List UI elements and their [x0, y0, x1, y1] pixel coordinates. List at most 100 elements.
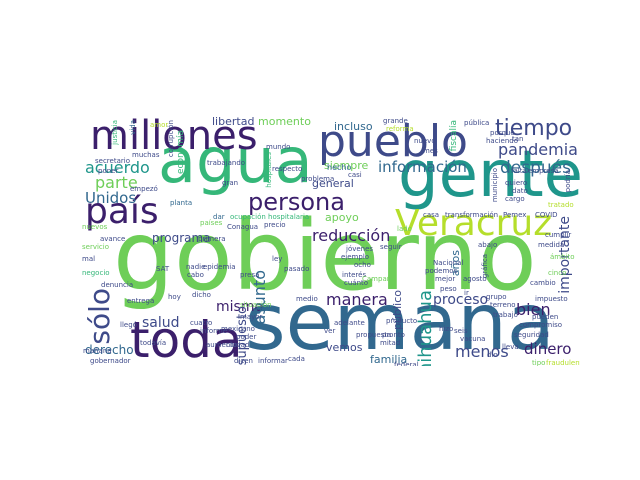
cloud-word: familia	[370, 353, 408, 366]
cloud-word: dinero	[524, 340, 572, 358]
cloud-word: toda	[130, 311, 243, 366]
cloud-word: Nacional	[433, 259, 464, 267]
cloud-word: cargo	[505, 195, 525, 203]
cloud-word: medio	[296, 295, 318, 303]
cloud-word: información	[378, 158, 467, 176]
cloud-word: general	[312, 177, 354, 190]
cloud-word: empresa	[528, 167, 559, 175]
cloud-word: presa	[240, 271, 260, 279]
cloud-word: proceso	[433, 292, 489, 308]
cloud-word: producto	[386, 317, 418, 325]
cloud-word: ciudad	[226, 341, 250, 349]
cloud-word: ámbito	[550, 253, 575, 261]
cloud-word: terreno	[490, 301, 516, 309]
cloud-word: tan	[512, 135, 524, 143]
cloud-word: mitad	[380, 339, 401, 347]
cloud-word: acuerdo	[85, 158, 150, 177]
cloud-word: menos	[455, 342, 509, 361]
cloud-word: todavía	[140, 339, 167, 347]
cloud-word: Conagua	[227, 223, 259, 231]
cloud-word: fraudulento	[546, 359, 580, 367]
cloud-word: amor	[150, 121, 169, 129]
cloud-word: abajo	[478, 241, 498, 249]
cloud-word: Veracruz	[395, 203, 553, 244]
cloud-word: gobernador	[90, 357, 131, 365]
cloud-word: cabo	[187, 271, 204, 279]
cloud-word: dio	[487, 351, 498, 359]
cloud-word: pandemia	[498, 140, 578, 159]
cloud-word: interés	[342, 271, 367, 279]
cloud-word: cambio	[530, 279, 556, 287]
cloud-word: grande	[383, 117, 408, 125]
cloud-word: mal	[82, 255, 96, 263]
cloud-word: ver	[324, 327, 336, 335]
cloud-word: dicen	[234, 357, 253, 365]
cloud-word: muchas	[132, 151, 160, 159]
cloud-word: secretario	[95, 157, 130, 165]
cloud-word: ejemplo	[341, 253, 370, 261]
cloud-word: derecho	[85, 343, 134, 357]
cloud-word: pronto	[382, 331, 405, 339]
cloud-word: mundo	[266, 143, 291, 151]
cloud-word: reforma	[386, 125, 414, 133]
cloud-word: hoy	[168, 293, 181, 301]
cloud-word: SAT	[156, 265, 170, 273]
cloud-word: porque	[490, 129, 515, 137]
cloud-word: informar	[258, 357, 288, 365]
cloud-word: propuesta	[356, 331, 392, 339]
cloud-word: seguir	[380, 243, 402, 251]
cloud-word: nuevo	[414, 137, 436, 145]
cloud-word: situación	[240, 301, 272, 309]
cloud-word: ir	[464, 289, 469, 297]
cloud-word: hizo	[439, 325, 454, 333]
cloud-word: mexicano	[221, 325, 255, 333]
cloud-word: vida	[129, 120, 137, 135]
cloud-word: problema	[301, 175, 335, 183]
cloud-word: reducción	[312, 226, 391, 245]
cloud-word: gobierno	[113, 200, 537, 312]
cloud-word: nuevos	[82, 223, 108, 231]
cloud-word: gran	[222, 179, 239, 187]
cloud-word: cuánto	[344, 279, 369, 287]
cloud-word: epidemia	[203, 263, 236, 271]
cloud-word: haciendo	[486, 137, 518, 145]
cloud-word: medida	[538, 241, 565, 249]
cloud-word: casi	[348, 171, 362, 179]
cloud-word: seguridad	[514, 331, 549, 339]
cloud-word: hospitales	[265, 152, 273, 188]
cloud-word: mejor	[435, 275, 456, 283]
cloud-word: federal	[394, 361, 419, 367]
cloud-word: poder	[236, 333, 257, 341]
cloud-word: impuesto	[535, 295, 568, 303]
cloud-word: llegó	[120, 321, 137, 329]
cloud-word: precio	[264, 221, 286, 229]
cloud-word: entrega	[127, 297, 155, 305]
cloud-word: agua	[158, 124, 313, 197]
cloud-word: millones	[90, 116, 258, 159]
cloud-word: adelante	[334, 319, 365, 327]
cloud-word: municipio	[491, 168, 499, 203]
cloud-word: vemos	[326, 341, 363, 354]
cloud-word: avance	[100, 235, 126, 243]
cloud-word: país	[85, 191, 159, 232]
cloud-word: países	[200, 219, 223, 227]
cloud-word: cinco	[548, 269, 567, 277]
cloud-word: lado	[397, 225, 412, 233]
cloud-word: Chihuahua	[415, 290, 436, 366]
cloud-word: respecto	[272, 165, 303, 173]
cloud-word: aumento	[206, 341, 238, 349]
cloud-word: justicia	[111, 120, 119, 145]
cloud-word: podría	[564, 170, 572, 193]
cloud-word: agosto	[463, 275, 487, 283]
cloud-word: lleva	[502, 343, 519, 351]
cloud-word: Pemex	[503, 211, 527, 219]
cloud-word: fiscalía	[449, 120, 459, 152]
cloud-word: cumplir	[545, 231, 572, 239]
cloud-word: tiempo	[495, 116, 573, 141]
cloud-word: nadie	[186, 263, 206, 271]
cloud-word: empezó	[130, 185, 158, 193]
cloud-word: planta	[170, 199, 193, 207]
cloud-word: parte	[95, 173, 138, 192]
cloud-word: después	[500, 158, 571, 178]
cloud-word: pasado	[284, 265, 310, 273]
